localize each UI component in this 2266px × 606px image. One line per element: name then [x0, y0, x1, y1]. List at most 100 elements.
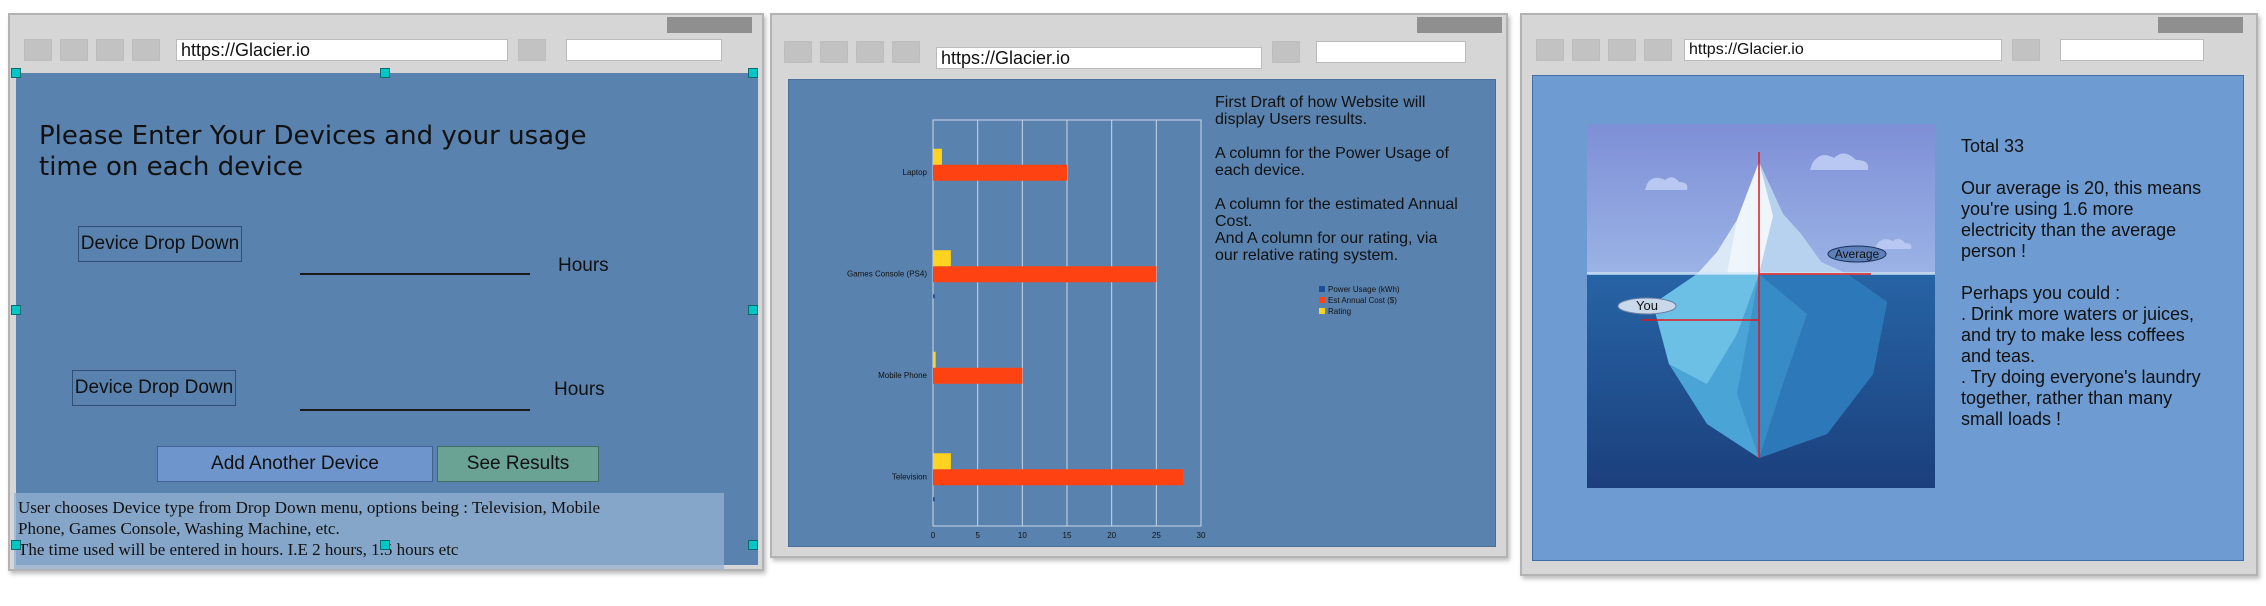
- window-tab-block: [667, 17, 752, 33]
- note-line: And A column for our rating, via: [1215, 230, 1438, 247]
- toolbar-button[interactable]: [1644, 39, 1672, 61]
- x-tick-label: 5: [975, 531, 980, 540]
- bar-power-usage-kwh: [933, 497, 935, 502]
- bar-rating: [933, 453, 951, 470]
- x-tick-label: 10: [1018, 531, 1027, 540]
- toolbar-button[interactable]: [892, 41, 920, 63]
- device-dropdown[interactable]: Device Drop Down: [78, 226, 242, 262]
- page-heading-line2: time on each device: [39, 152, 304, 182]
- suggestion-line: together, rather than many: [1961, 388, 2173, 408]
- browser-window-iceberg-results: https://Glacier.io: [1520, 13, 2258, 576]
- summary-line: electricity than the average: [1961, 220, 2177, 240]
- url-bar[interactable]: https://Glacier.io: [1684, 39, 2002, 61]
- note-line: Cost.: [1215, 213, 1253, 230]
- summary-line: you're using 1.6 more: [1961, 199, 2134, 219]
- toolbar-button[interactable]: [518, 39, 546, 61]
- note-line: display Users results.: [1215, 111, 1368, 128]
- legend-label: Rating: [1328, 307, 1351, 316]
- legend-swatch: [1319, 297, 1325, 303]
- hours-input-line[interactable]: [300, 273, 530, 275]
- browser-window-device-entry: https://Glacier.io Please Enter Your Dev…: [8, 13, 764, 571]
- toolbar-button[interactable]: [1572, 39, 1600, 61]
- x-tick-label: 15: [1063, 531, 1072, 540]
- iceberg-results-panel: You Average Total 33 Our average is 20, …: [1532, 75, 2244, 561]
- toolbar-button[interactable]: [820, 41, 848, 63]
- summary-line: Our average is 20, this means: [1961, 178, 2202, 198]
- toolbar-button[interactable]: [856, 41, 884, 63]
- y-category-label: Mobile Phone: [878, 371, 927, 380]
- bar-rating: [933, 148, 942, 165]
- selection-handle[interactable]: [748, 68, 758, 78]
- suggestion-line: . Try doing everyone's laundry: [1961, 367, 2201, 387]
- toolbar-button[interactable]: [132, 39, 160, 61]
- summary-line: person !: [1961, 241, 2027, 261]
- search-field[interactable]: [1316, 41, 1466, 63]
- selection-handle[interactable]: [11, 540, 21, 550]
- page-heading: Please Enter Your Devices and your usage: [39, 121, 587, 151]
- selection-handle[interactable]: [380, 540, 390, 550]
- search-field[interactable]: [566, 39, 722, 61]
- hours-input-line[interactable]: [300, 409, 530, 411]
- toolbar-button[interactable]: [60, 39, 88, 61]
- selection-handle[interactable]: [11, 68, 21, 78]
- y-category-label: Laptop: [903, 168, 928, 177]
- suggestion-line: and teas.: [1961, 346, 2036, 366]
- draft-notes: First Draft of how Website will display …: [1215, 94, 1458, 264]
- window-tab-block: [1417, 17, 1502, 33]
- selection-handle[interactable]: [748, 305, 758, 315]
- toolbar-button[interactable]: [96, 39, 124, 61]
- hours-label: Hours: [554, 379, 605, 400]
- bar-est-annual-cost: [933, 266, 1157, 283]
- you-marker-label: You: [1636, 298, 1658, 313]
- toolbar-button[interactable]: [1608, 39, 1636, 61]
- note-line: A column for the estimated Annual: [1215, 196, 1458, 213]
- window-tab-block: [2158, 17, 2243, 33]
- toolbar-button[interactable]: [24, 39, 52, 61]
- x-tick-label: 0: [931, 531, 936, 540]
- device-dropdown[interactable]: Device Drop Down: [72, 370, 236, 406]
- toolbar-button[interactable]: [1536, 39, 1564, 61]
- see-results-button[interactable]: See Results: [437, 446, 599, 482]
- add-device-button[interactable]: Add Another Device: [157, 446, 433, 482]
- search-field[interactable]: [2060, 39, 2204, 61]
- bar-rating: [933, 250, 951, 267]
- x-tick-label: 30: [1197, 531, 1206, 540]
- legend-label: Est Annual Cost ($): [1328, 296, 1397, 305]
- bar-power-usage-kwh: [933, 294, 935, 299]
- y-category-label: Television: [892, 472, 927, 481]
- toolbar-button[interactable]: [784, 41, 812, 63]
- selection-handle[interactable]: [748, 540, 758, 550]
- url-bar[interactable]: https://Glacier.io: [176, 39, 508, 61]
- note-line: our relative rating system.: [1215, 247, 1399, 264]
- toolbar-button[interactable]: [1272, 41, 1300, 63]
- note-line: A column for the Power Usage of: [1215, 145, 1449, 162]
- selection-handle[interactable]: [11, 305, 21, 315]
- suggestion-line: and try to make less coffees: [1961, 325, 2185, 345]
- note-line: First Draft of how Website will: [1215, 94, 1426, 111]
- total-text: Total 33: [1961, 136, 2025, 156]
- bar-est-annual-cost: [933, 469, 1184, 486]
- device-entry-panel: Please Enter Your Devices and your usage…: [14, 73, 758, 569]
- browser-window-results-draft: https://Glacier.io 0 5 10 15 20 25 30 Laptop Gam…: [770, 13, 1508, 558]
- average-marker-label: Average: [1835, 247, 1880, 261]
- selection-handle[interactable]: [380, 68, 390, 78]
- results-summary: Total 33 Our average is 20, this means y…: [1961, 136, 2201, 430]
- note-line: Phone, Games Console, Washing Machine, e…: [18, 519, 340, 538]
- bar-est-annual-cost: [933, 367, 1023, 384]
- y-category-label: Games Console (PS4): [847, 269, 927, 278]
- legend-swatch: [1319, 286, 1325, 292]
- suggestion-line: . Drink more waters or juices,: [1961, 304, 2195, 324]
- hours-label: Hours: [558, 255, 609, 276]
- note-line: The time used will be entered in hours. …: [18, 540, 459, 559]
- suggestion-line: small loads !: [1961, 409, 2062, 429]
- bar-rating: [933, 351, 936, 368]
- x-tick-label: 25: [1152, 531, 1161, 540]
- toolbar-button[interactable]: [2012, 39, 2040, 61]
- annotation-note: User chooses Device type from Drop Down …: [14, 493, 724, 569]
- note-line: each device.: [1215, 162, 1305, 179]
- results-panel: 0 5 10 15 20 25 30 Laptop Games Console (PS4) Mob…: [788, 79, 1496, 547]
- iceberg-illustration: You Average: [1587, 124, 1935, 488]
- url-bar[interactable]: https://Glacier.io: [936, 47, 1262, 69]
- results-bar-chart: 0 5 10 15 20 25 30 Laptop Games Console (PS4) Mob…: [847, 119, 1400, 540]
- legend-label: Power Usage (kWh): [1328, 285, 1400, 294]
